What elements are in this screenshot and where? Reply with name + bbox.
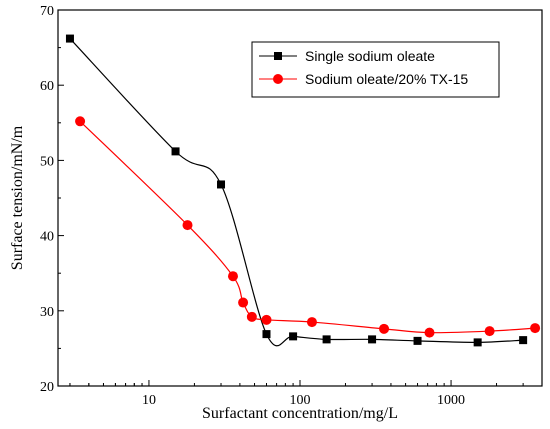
y-tick-label: 30 bbox=[40, 305, 54, 320]
x-axis-label: Surfactant concentration/mg/L bbox=[202, 405, 398, 422]
series-2-point bbox=[484, 326, 495, 337]
series-2-point bbox=[306, 317, 317, 328]
series-2-curve bbox=[79, 120, 536, 334]
axis-tick-labels: 20 30 40 50 60 70 10 100 1000 bbox=[40, 4, 465, 408]
y-tick-label: 60 bbox=[40, 79, 54, 94]
legend-marker-series-1 bbox=[274, 52, 282, 60]
series-1-point bbox=[368, 335, 377, 344]
series-1-point bbox=[171, 147, 180, 156]
legend-label-series-1: Single sodium oleate bbox=[305, 48, 435, 64]
series-1-point bbox=[217, 180, 226, 189]
x-tick-label: 1000 bbox=[437, 393, 465, 408]
y-tick-label: 40 bbox=[40, 230, 54, 245]
series-1-point bbox=[289, 332, 298, 341]
x-tick-label: 10 bbox=[142, 393, 156, 408]
y-tick-label: 20 bbox=[40, 380, 54, 395]
series-1-point bbox=[413, 336, 422, 345]
series-2-point bbox=[75, 116, 86, 127]
series-2-point bbox=[182, 220, 193, 231]
series-1-point bbox=[262, 330, 271, 339]
series-1-point bbox=[322, 335, 331, 344]
series-1-point bbox=[519, 336, 528, 345]
series-2-point bbox=[238, 297, 249, 308]
y-tick-label: 50 bbox=[40, 154, 54, 169]
series-2-point bbox=[424, 327, 435, 338]
series-2-point bbox=[227, 271, 238, 282]
legend-marker-series-2 bbox=[273, 74, 283, 84]
series-2-point bbox=[530, 323, 541, 334]
axis-ticks bbox=[58, 9, 543, 387]
legend: Single sodium oleate Sodium oleate/20% T… bbox=[251, 41, 500, 98]
x-tick-label: 100 bbox=[290, 393, 311, 408]
series-2-point bbox=[246, 311, 257, 322]
legend-box bbox=[251, 41, 500, 98]
series-2-point bbox=[379, 323, 390, 334]
series-1-point bbox=[473, 338, 482, 347]
y-axis-label: Surface tension/mN/m bbox=[9, 125, 26, 270]
series-2-point bbox=[261, 314, 272, 325]
data-markers bbox=[65, 34, 541, 347]
legend-label-series-2: Sodium oleate/20% TX-15 bbox=[305, 71, 468, 87]
series-1-point bbox=[65, 34, 74, 43]
y-tick-label: 70 bbox=[40, 4, 54, 19]
